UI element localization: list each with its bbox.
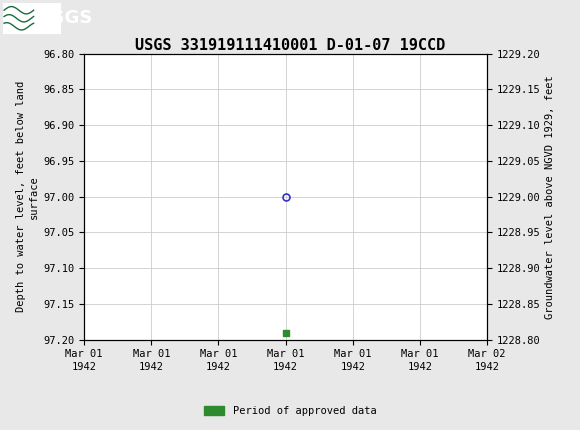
Text: USGS 331919111410001 D-01-07 19CCD: USGS 331919111410001 D-01-07 19CCD — [135, 38, 445, 52]
Legend: Period of approved data: Period of approved data — [200, 402, 380, 421]
Y-axis label: Depth to water level, feet below land
surface: Depth to water level, feet below land su… — [16, 81, 39, 312]
Text: USGS: USGS — [38, 9, 93, 27]
Y-axis label: Groundwater level above NGVD 1929, feet: Groundwater level above NGVD 1929, feet — [545, 75, 555, 319]
FancyBboxPatch shape — [3, 3, 61, 34]
